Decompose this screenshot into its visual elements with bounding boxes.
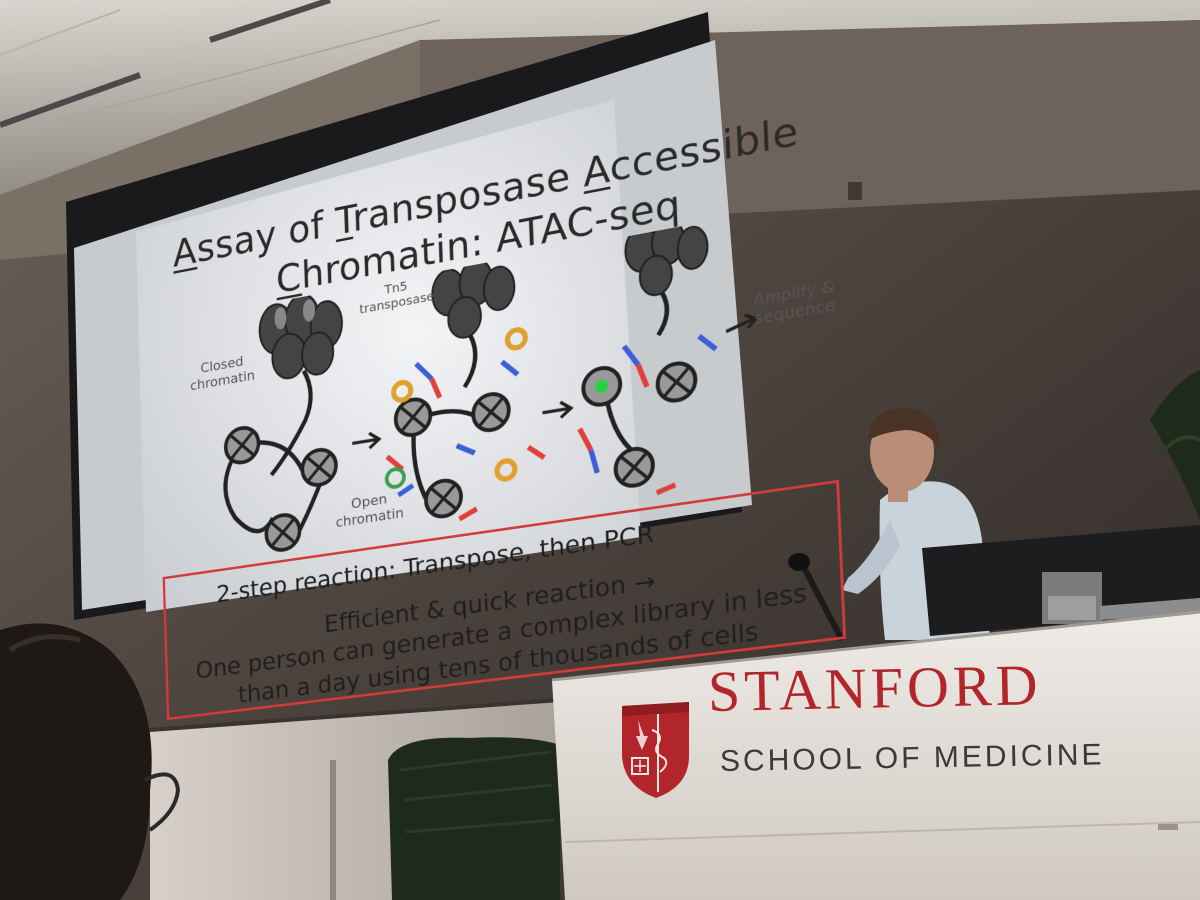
closed-chromatin-cluster [220,287,349,535]
stanford-wordmark: STANFORD [707,648,1168,725]
open-chromatin-nucleosomes [225,413,338,558]
arrow-icon [542,400,571,420]
arrow-icon [352,432,379,451]
stanford-medicine-shield-icon [618,700,693,800]
wall-sensor [848,182,862,200]
tagmented-fragments [572,212,721,504]
